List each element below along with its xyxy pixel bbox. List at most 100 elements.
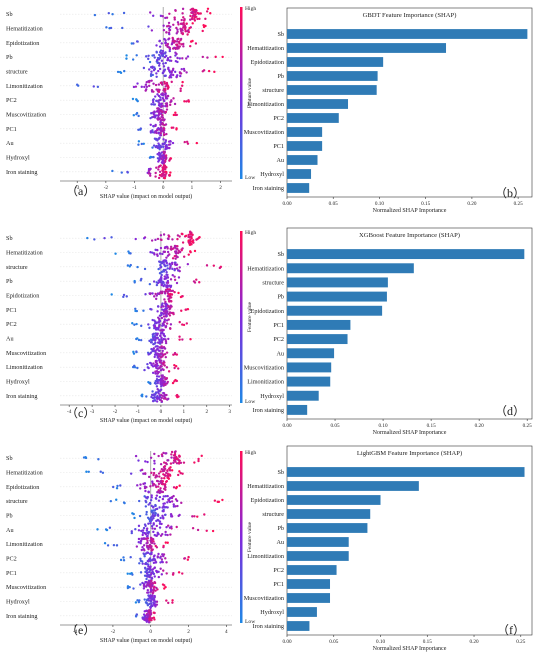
shap-point: [173, 102, 177, 106]
shap-point: [202, 24, 205, 27]
shap-point: [151, 146, 154, 149]
shap-point: [151, 571, 155, 574]
shap-point: [178, 335, 181, 338]
shap-point: [181, 7, 185, 11]
shap-point: [145, 609, 148, 612]
feature-label: Epidotization: [6, 293, 39, 300]
shap-point: [201, 29, 204, 33]
shap-point: [165, 172, 168, 175]
shap-point: [166, 506, 169, 509]
shap-point: [155, 144, 158, 148]
shap-point: [172, 67, 175, 71]
shap-point: [143, 85, 146, 89]
shap-point: [161, 374, 164, 377]
shap-point: [198, 17, 201, 21]
x-tick-label: 0.20: [469, 639, 478, 645]
shap-point: [164, 557, 167, 560]
shap-point: [171, 601, 174, 604]
category-label: Limonitization: [247, 379, 284, 386]
shap-point: [181, 472, 184, 475]
x-tick-label: 0.00: [282, 639, 291, 645]
shap-point: [161, 394, 164, 397]
shap-point: [142, 66, 146, 70]
shap-point: [172, 505, 176, 508]
shap-point: [175, 353, 179, 356]
shap-point: [135, 322, 138, 326]
shap-point: [162, 502, 165, 505]
shap-point: [132, 587, 135, 590]
x-tick-label: 0: [160, 409, 163, 415]
shap-point: [191, 7, 195, 11]
shap-point: [150, 579, 153, 583]
shap-point: [151, 100, 155, 104]
shap-point: [155, 524, 158, 528]
shap-point: [135, 545, 139, 548]
shap-point: [155, 99, 158, 103]
feature-label: PC2: [6, 556, 17, 563]
shap-point: [171, 47, 175, 50]
category-label: Epidotization: [251, 308, 284, 315]
shap-point: [155, 253, 159, 256]
shap-point: [163, 250, 167, 254]
beeswarm-panel: -3 -2 -1 0 1 2 SHAP value (impact on model out…: [6, 6, 256, 200]
shap-point: [195, 15, 198, 19]
shap-point: [163, 484, 167, 488]
shap-point: [155, 569, 158, 573]
shap-point: [151, 538, 155, 541]
shap-point: [157, 352, 161, 356]
shap-point: [190, 11, 193, 14]
shap-point: [153, 557, 156, 561]
shap-point: [143, 523, 147, 526]
x-tick-label: -1: [136, 409, 141, 415]
feature-label: Au: [6, 527, 14, 534]
category-label: PC2: [273, 115, 284, 122]
shap-point: [174, 257, 177, 260]
shap-point: [146, 460, 149, 464]
shap-point: [157, 127, 160, 130]
shap-point: [158, 319, 162, 323]
shap-point: [131, 97, 135, 101]
shap-point: [151, 396, 155, 400]
shap-point: [167, 459, 170, 462]
shap-point: [158, 260, 162, 264]
shap-point: [149, 382, 152, 385]
shap-point: [136, 265, 139, 269]
shap-point: [134, 85, 138, 88]
shap-point: [153, 324, 157, 328]
shap-point: [173, 244, 177, 248]
shap-point: [146, 495, 150, 499]
shap-point: [166, 146, 169, 149]
shap-point: [158, 170, 162, 173]
shap-point: [149, 130, 153, 133]
shap-point: [139, 338, 143, 342]
shap-point: [173, 363, 176, 367]
shap-point: [141, 562, 144, 565]
shap-point: [168, 235, 171, 238]
shap-point: [159, 123, 162, 127]
shap-point: [175, 26, 178, 30]
shap-point: [184, 234, 188, 238]
shap-point: [157, 499, 161, 502]
shap-point: [148, 616, 152, 620]
shap-point: [140, 142, 143, 146]
shap-point: [155, 51, 158, 54]
shap-point: [146, 534, 149, 538]
shap-point: [159, 462, 163, 466]
category-label: Iron staining: [253, 185, 284, 192]
shap-point: [186, 142, 190, 145]
shap-point: [162, 269, 165, 272]
shap-point: [180, 501, 183, 505]
shap-point: [154, 589, 157, 592]
shap-point: [181, 12, 184, 15]
shap-point: [155, 283, 159, 287]
category-label: Epidotization: [251, 59, 284, 66]
shap-point: [164, 111, 167, 115]
shap-point: [146, 551, 150, 555]
shap-point: [196, 17, 199, 21]
shap-point: [177, 23, 180, 26]
shap-point: [216, 500, 219, 504]
shap-point: [161, 480, 165, 483]
shap-point: [148, 519, 152, 523]
shap-point: [160, 383, 163, 386]
shap-point: [169, 278, 173, 281]
